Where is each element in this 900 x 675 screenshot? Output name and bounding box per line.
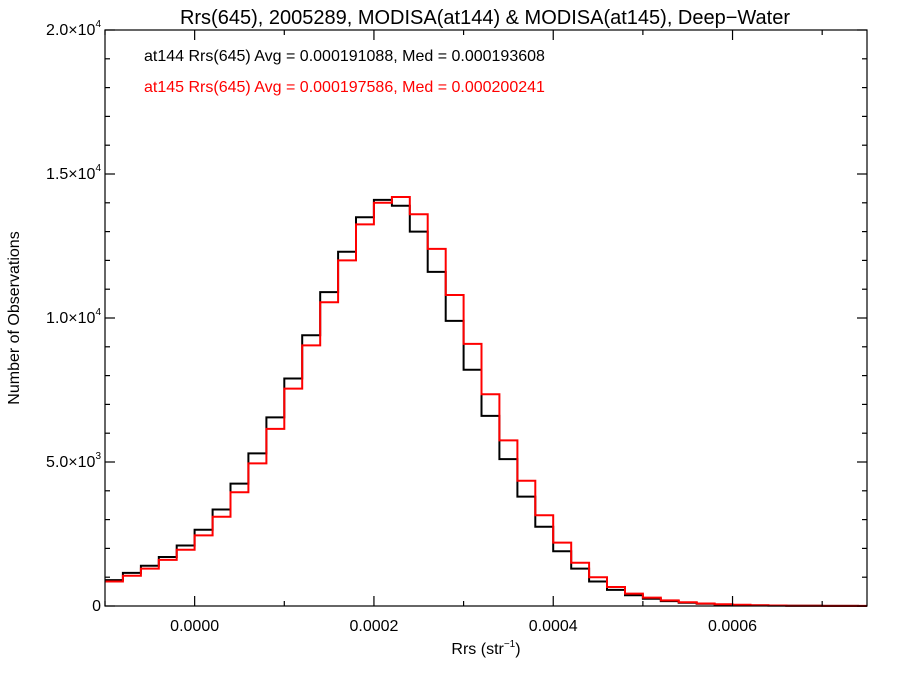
series-at145 xyxy=(105,196,867,607)
series-at144 xyxy=(105,198,867,607)
x-tick-label: 0.0002 xyxy=(349,618,398,635)
y-tick-label: 5.0×103 xyxy=(46,451,101,471)
x-tick-label: 0.0000 xyxy=(170,618,219,635)
y-tick-label: 1.5×104 xyxy=(46,163,101,183)
x-tick-label: 0.0004 xyxy=(529,618,578,635)
y-tick-label: 2.0×104 xyxy=(46,19,101,39)
annotation-at145: at145 Rrs(645) Avg = 0.000197586, Med = … xyxy=(144,79,545,96)
chart-title: Rrs(645), 2005289, MODISA(at144) & MODIS… xyxy=(180,7,790,29)
x-axis-label-main: Rrs (str xyxy=(451,641,504,658)
y-tick-label: 1.0×104 xyxy=(46,307,101,327)
x-axis-label: Rrs (str−1) xyxy=(451,639,520,658)
y-ticks: 0 5.0×103 1.0×104 1.5×104 2.0×104 xyxy=(46,19,867,615)
x-axis-label-end: ) xyxy=(515,641,520,658)
y-axis-label: Number of Observations xyxy=(6,231,23,404)
x-axis-label-exponent: −1 xyxy=(504,639,516,650)
x-ticks: 0.0000 0.0002 0.0004 0.0006 xyxy=(104,30,823,635)
annotation-at144: at144 Rrs(645) Avg = 0.000191088, Med = … xyxy=(144,48,545,65)
plot-frame xyxy=(104,29,868,607)
series-layer xyxy=(105,196,867,607)
y-tick-label: 0 xyxy=(92,598,101,615)
x-tick-label: 0.0006 xyxy=(708,618,757,635)
